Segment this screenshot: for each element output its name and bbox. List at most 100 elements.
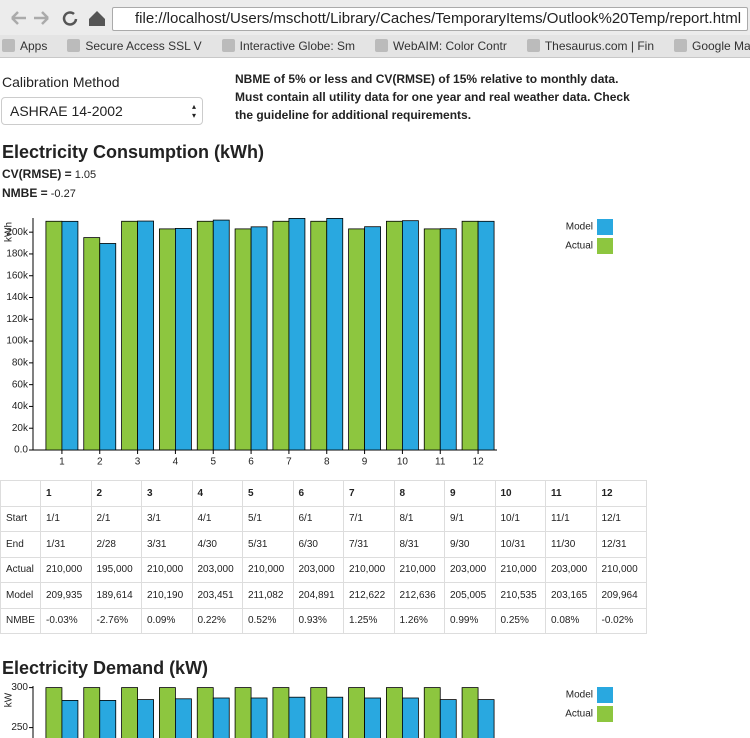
bar bbox=[99, 243, 117, 451]
bookmark[interactable]: WebAIM: Color Contr bbox=[373, 35, 507, 57]
bar bbox=[477, 699, 495, 738]
stat-label: NMBE = bbox=[2, 186, 48, 200]
bookmark[interactable]: Interactive Globe: Sm bbox=[220, 35, 355, 57]
table-cell: 10/31 bbox=[494, 531, 546, 558]
header-cell: 11 bbox=[545, 480, 597, 507]
table-cell: 210,000 bbox=[40, 556, 92, 583]
description-line: NBME of 5% or less and CV(RMSE) of 15% r… bbox=[235, 72, 619, 86]
legend-swatch bbox=[597, 706, 613, 722]
x-tick-label: 12 bbox=[473, 457, 485, 468]
bar bbox=[137, 220, 154, 451]
calibration-select[interactable]: ASHRAE 14-2002 bbox=[1, 97, 203, 125]
y-tick-label: 40k bbox=[12, 401, 29, 412]
bar bbox=[461, 220, 479, 451]
url-bar[interactable]: file://localhost/Users/mschott/Library/C… bbox=[112, 7, 748, 31]
x-tick-label: 6 bbox=[248, 457, 254, 468]
y-tick-label: 20k bbox=[12, 423, 29, 434]
stat-value: -0.27 bbox=[50, 188, 76, 200]
legend-label: Model bbox=[566, 690, 593, 701]
bar bbox=[439, 228, 457, 451]
x-tick-label: 9 bbox=[362, 457, 368, 468]
bar bbox=[461, 687, 479, 738]
header-cell: 5 bbox=[242, 480, 294, 507]
table-cell: 211,082 bbox=[242, 582, 294, 609]
y-tick-label: 0.0 bbox=[14, 445, 28, 456]
x-tick-label: 11 bbox=[435, 457, 446, 468]
bar bbox=[402, 697, 419, 738]
table-cell: -0.03% bbox=[40, 607, 92, 634]
data-table: 1 2 3 4 5 6 7 8 9 10 11 12 Start 1/1 2/1 3/1 4/1 5/1 6/1 7/… bbox=[0, 480, 647, 634]
y-tick-label: 250 bbox=[11, 722, 28, 733]
table-cell: 203,000 bbox=[191, 556, 243, 583]
header-cell: 12 bbox=[595, 480, 647, 507]
y-tick-label: 120k bbox=[6, 314, 29, 325]
header-cell: 3 bbox=[141, 480, 193, 507]
table-row: Actual 210,000 195,000 210,000 203,000 210,00… bbox=[0, 556, 647, 583]
bar bbox=[212, 697, 230, 738]
bar bbox=[288, 218, 306, 451]
table-cell: 11/1 bbox=[545, 505, 597, 532]
table-cell: 212,622 bbox=[343, 582, 395, 609]
bar bbox=[439, 699, 457, 738]
table-cell: 0.99% bbox=[444, 607, 496, 634]
stat-value: 1.05 bbox=[74, 169, 97, 181]
x-tick-label: 1 bbox=[59, 457, 65, 468]
nav-buttons[interactable] bbox=[0, 0, 112, 35]
table-cell: 6/30 bbox=[292, 531, 344, 558]
bookmark[interactable]: Thesaurus.com | Fin bbox=[525, 35, 654, 57]
table-cell: 204,891 bbox=[292, 582, 344, 609]
bar bbox=[272, 687, 290, 738]
legend-swatch bbox=[597, 687, 613, 703]
bookmark[interactable]: Apps bbox=[0, 35, 47, 57]
x-tick-label: 10 bbox=[397, 457, 409, 468]
bar bbox=[45, 687, 63, 738]
table-cell: 210,000 bbox=[141, 556, 193, 583]
row-label: Start bbox=[0, 505, 41, 532]
bar bbox=[288, 696, 306, 738]
x-tick-label: 5 bbox=[210, 457, 216, 468]
bookmark[interactable]: Google Maps bbox=[672, 35, 750, 57]
table-cell: 210,190 bbox=[141, 582, 193, 609]
table-cell: -2.76% bbox=[90, 607, 142, 634]
bar bbox=[99, 699, 117, 738]
row-label: NMBE bbox=[0, 607, 41, 634]
bar bbox=[137, 699, 154, 738]
bookmark[interactable]: Secure Access SSL V bbox=[65, 35, 202, 57]
bar bbox=[423, 687, 441, 738]
header-cell: 8 bbox=[393, 480, 445, 507]
chart-title: Electricity Consumption (kWh) bbox=[2, 142, 265, 162]
table-cell: 1.26% bbox=[393, 607, 445, 634]
bar bbox=[326, 696, 344, 738]
bar bbox=[61, 220, 79, 451]
table-cell: 4/30 bbox=[191, 531, 243, 558]
table-cell: 0.08% bbox=[545, 607, 597, 634]
bar bbox=[272, 220, 290, 451]
table-cell: 9/30 bbox=[444, 531, 496, 558]
header-cell: 9 bbox=[444, 480, 496, 507]
table-cell: 2/28 bbox=[90, 531, 142, 558]
table-cell: 203,000 bbox=[444, 556, 496, 583]
bar bbox=[364, 697, 381, 738]
row-label: End bbox=[0, 531, 41, 558]
bookmarks-bar: Apps Secure Access SSL V Interactive Globe… bbox=[0, 35, 750, 58]
y-tick-label: 100k bbox=[6, 336, 29, 347]
corner-cell bbox=[0, 480, 41, 507]
table-cell: 209,935 bbox=[40, 582, 92, 609]
table-cell: 189,614 bbox=[90, 582, 142, 609]
header-cell: 6 bbox=[292, 480, 344, 507]
description-line: Must contain all utility data for one ye… bbox=[235, 90, 630, 104]
y-axis-label: kW bbox=[4, 692, 15, 707]
bar bbox=[348, 687, 365, 738]
table-row: End 1/31 2/28 3/31 4/30 5/31 6/30 7/31 8/31 9/30 1… bbox=[0, 531, 647, 558]
calibration-label: Calibration Method bbox=[2, 74, 120, 90]
table-cell: 5/1 bbox=[242, 505, 294, 532]
bar bbox=[423, 228, 441, 451]
y-tick-label: 160k bbox=[6, 270, 29, 281]
bar bbox=[348, 228, 365, 451]
table-cell: 203,000 bbox=[545, 556, 597, 583]
legend-label: Actual bbox=[565, 241, 593, 252]
y-tick-label: 180k bbox=[6, 249, 29, 260]
table-cell: 0.09% bbox=[141, 607, 193, 634]
bar bbox=[386, 220, 403, 451]
bar bbox=[234, 228, 252, 451]
